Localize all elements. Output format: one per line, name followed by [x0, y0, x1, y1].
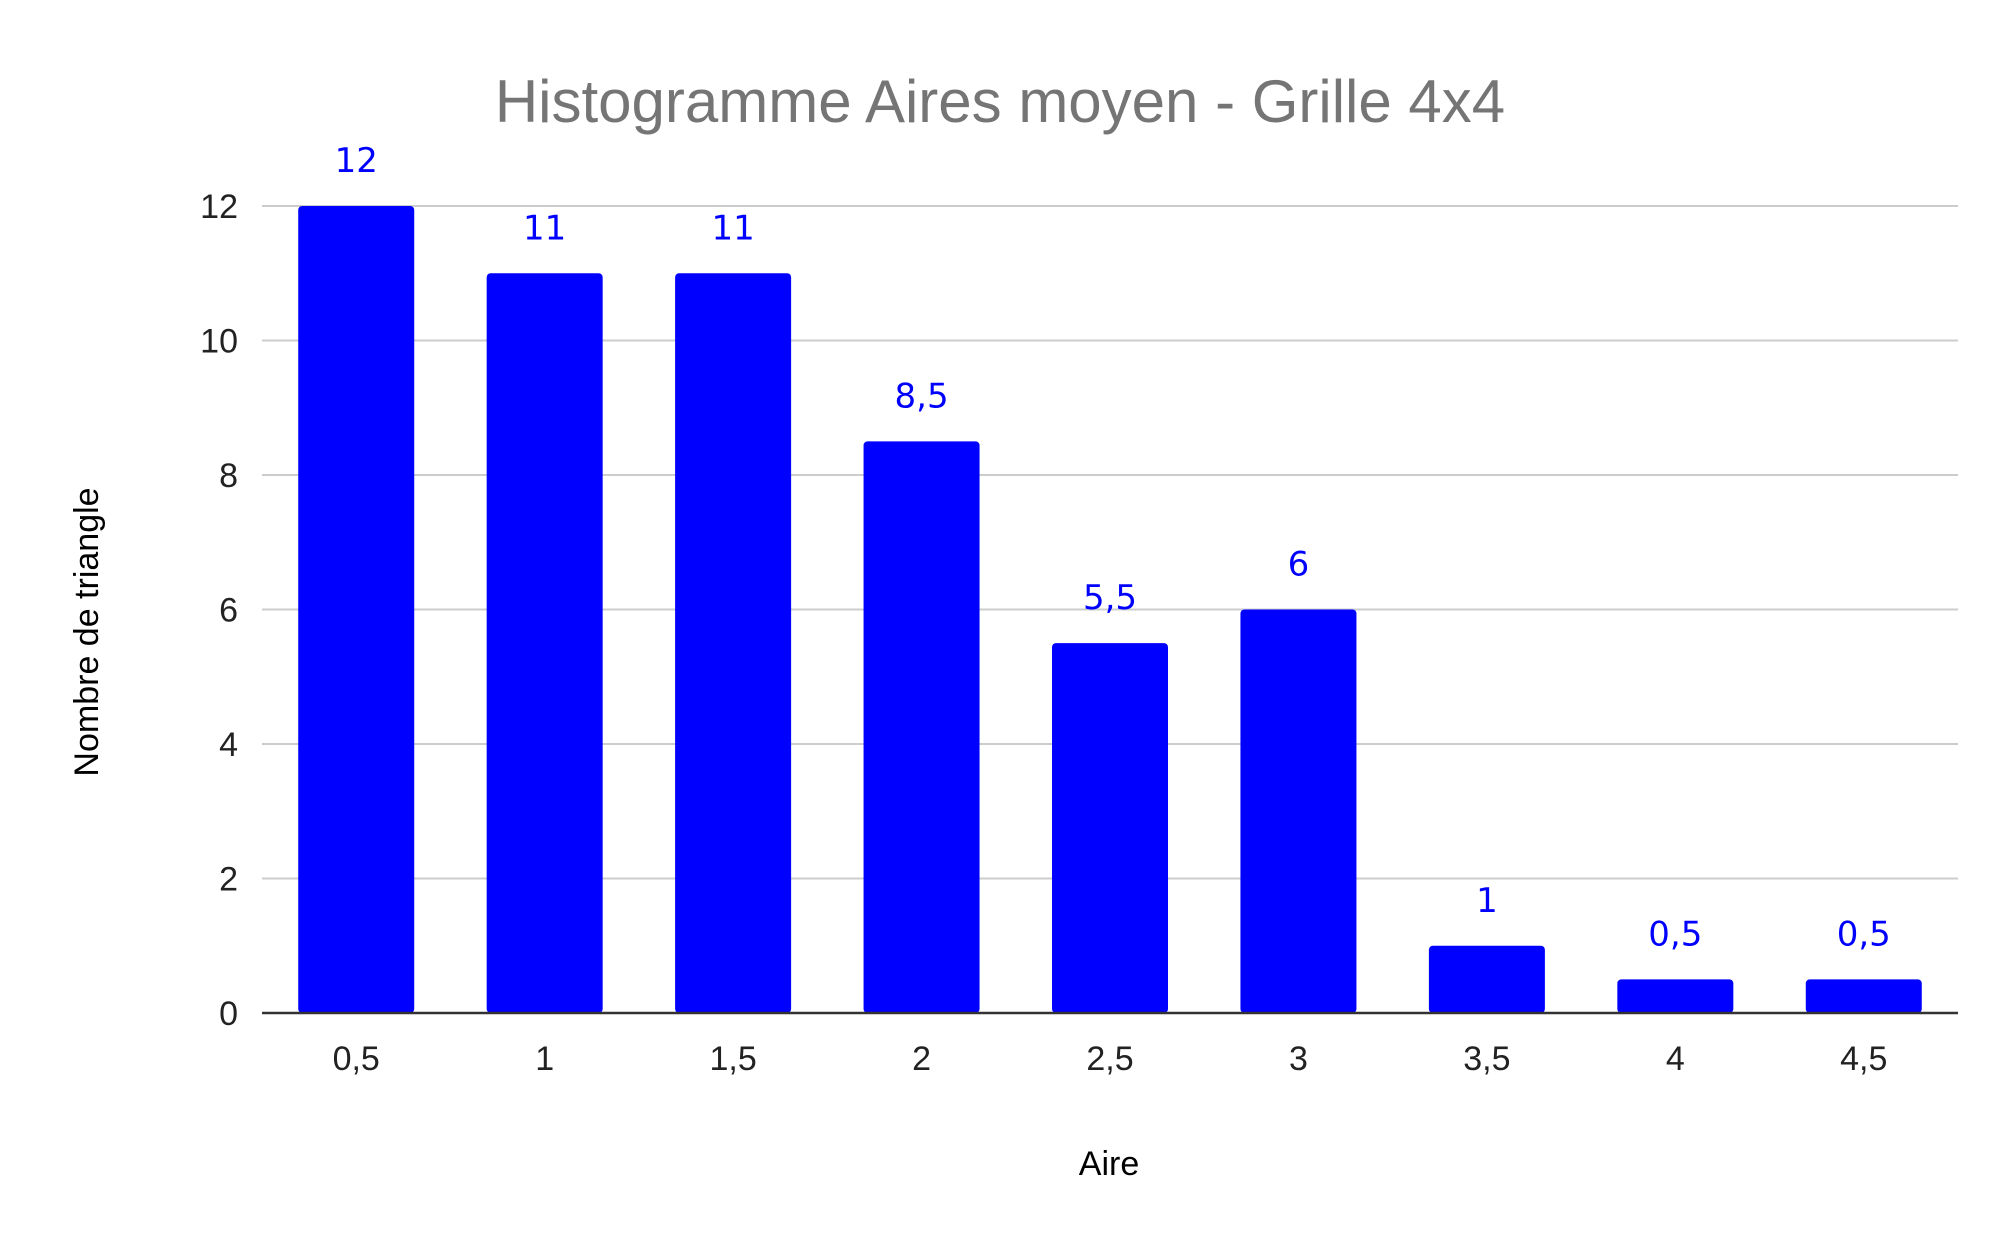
- data-label: 11: [523, 208, 566, 248]
- x-tick-label: 3: [1289, 1040, 1308, 1078]
- x-tick-label: 4: [1666, 1040, 1685, 1078]
- y-tick-label: 0: [219, 995, 238, 1033]
- y-tick-label: 8: [219, 457, 238, 495]
- x-tick-label: 3,5: [1463, 1040, 1510, 1078]
- bars: [298, 206, 1922, 1013]
- data-label: 1: [1476, 881, 1498, 921]
- bar: [298, 206, 415, 1013]
- x-axis-ticks: 0,5 1 1,5 2 2,5 3 3,5 4 4,5: [333, 1040, 1888, 1078]
- y-tick-label: 4: [219, 726, 238, 764]
- data-label: 0,5: [1648, 914, 1702, 954]
- y-tick-label: 10: [200, 323, 238, 361]
- data-label: 6: [1288, 545, 1310, 585]
- x-tick-label: 2: [912, 1040, 931, 1078]
- data-label: 12: [335, 141, 378, 181]
- bar: [1617, 979, 1734, 1013]
- data-labels: 12 11 11 8,5 5,5 6 1 0,5 0,5: [335, 141, 1891, 954]
- y-tick-label: 6: [219, 592, 238, 630]
- bar: [1052, 643, 1168, 1013]
- bar: [1428, 945, 1545, 1013]
- data-label: 0,5: [1837, 914, 1891, 954]
- x-tick-label: 2,5: [1086, 1040, 1133, 1078]
- bar: [1240, 609, 1357, 1013]
- y-tick-label: 12: [200, 188, 238, 226]
- data-label: 5,5: [1083, 578, 1137, 618]
- bar: [486, 273, 603, 1013]
- x-axis-title: Aire: [1079, 1145, 1139, 1183]
- bar: [863, 441, 980, 1013]
- x-tick-label: 0,5: [333, 1040, 380, 1078]
- data-label: 11: [711, 208, 754, 248]
- chart-title: Histogramme Aires moyen - Grille 4x4: [495, 68, 1505, 135]
- bar: [1805, 979, 1922, 1013]
- x-tick-label: 1: [535, 1040, 554, 1078]
- bar: [675, 273, 792, 1013]
- x-tick-label: 1,5: [709, 1040, 756, 1078]
- y-axis-ticks: 0 2 4 6 8 10 12: [200, 188, 238, 1033]
- y-axis-title: Nombre de triangle: [68, 487, 106, 776]
- x-tick-label: 4,5: [1840, 1040, 1887, 1078]
- y-tick-label: 2: [219, 861, 238, 899]
- data-label: 8,5: [895, 376, 949, 416]
